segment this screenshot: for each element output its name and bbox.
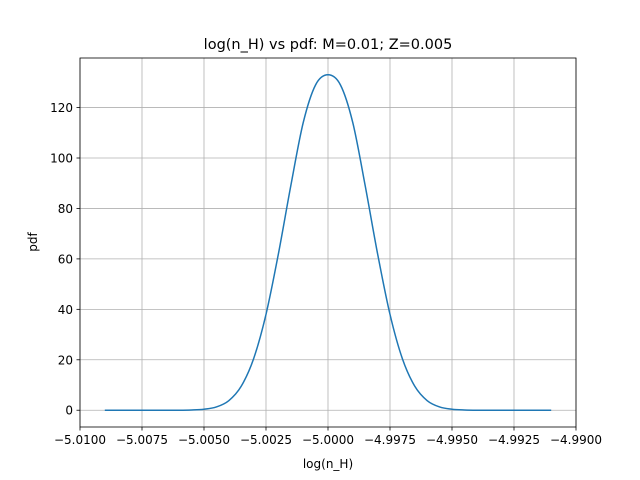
grid	[79, 58, 577, 427]
x-tick-label: −4.9975	[364, 433, 416, 447]
x-axis-label: log(n_H)	[303, 457, 353, 471]
x-tick-label: −5.0075	[116, 433, 168, 447]
y-tick-label: 100	[50, 152, 73, 166]
series-line	[104, 74, 552, 411]
x-tick-label: −5.0100	[54, 433, 106, 447]
y-tick-label: 80	[58, 202, 73, 216]
chart-title: log(n_H) vs pdf: M=0.01; Z=0.005	[204, 37, 453, 53]
y-tick-label: 60	[58, 252, 73, 266]
x-tick-label: −4.9925	[488, 433, 540, 447]
x-tick-label: −4.9900	[550, 433, 602, 447]
y-axis: 0 20 40 60 80 100 120	[50, 101, 80, 418]
x-tick-label: −5.0025	[240, 433, 292, 447]
y-tick-label: 0	[65, 404, 73, 418]
y-tick-label: 40	[58, 303, 73, 317]
x-tick-label: −4.9950	[426, 433, 478, 447]
y-tick-label: 20	[58, 353, 73, 367]
x-tick-label: −5.0000	[302, 433, 354, 447]
y-axis-label: pdf	[26, 232, 40, 252]
x-axis: −5.0100 −5.0075 −5.0050 −5.0025 −5.0000 −4.99…	[54, 427, 602, 447]
x-tick-label: −5.0050	[178, 433, 230, 447]
y-tick-label: 120	[50, 101, 73, 115]
